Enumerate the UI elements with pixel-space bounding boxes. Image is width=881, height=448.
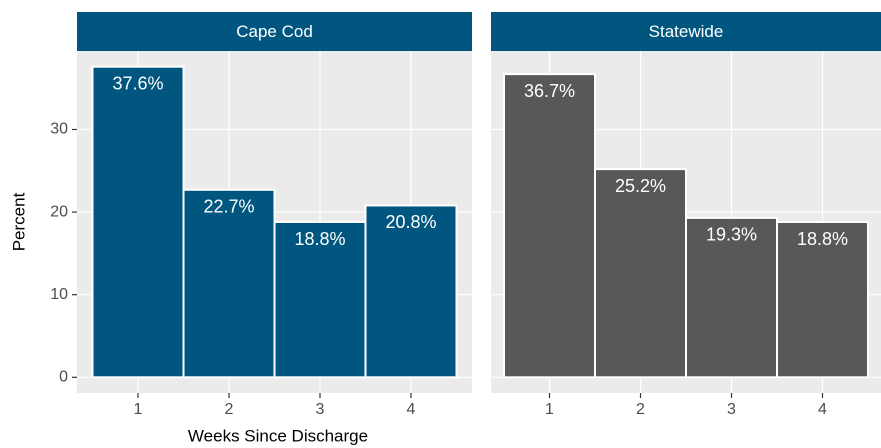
- bar: [273, 221, 367, 379]
- y-tick-label: 20: [50, 203, 68, 220]
- x-tick-label: 1: [134, 401, 143, 418]
- bar: [685, 216, 778, 379]
- x-tick-label: 1: [545, 401, 554, 418]
- value-label: 18.8%: [294, 229, 345, 249]
- x-tick-label: 3: [316, 401, 325, 418]
- x-tick-label: 2: [225, 401, 234, 418]
- value-label: 36.7%: [524, 81, 575, 101]
- value-label: 22.7%: [203, 197, 254, 217]
- bar: [364, 204, 458, 379]
- bar: [503, 73, 596, 379]
- value-label: 37.6%: [112, 73, 163, 93]
- facet-title: Statewide: [649, 22, 724, 41]
- x-axis-label: Weeks Since Discharge: [188, 426, 368, 445]
- bar: [182, 188, 276, 379]
- y-tick-label: 10: [50, 286, 68, 303]
- strip: [491, 12, 881, 51]
- facet-title: Cape Cod: [236, 22, 313, 41]
- value-label: 20.8%: [385, 212, 436, 232]
- x-tick-label: 2: [636, 401, 645, 418]
- bar: [594, 168, 687, 379]
- strip: [77, 12, 472, 51]
- bar: [776, 221, 869, 379]
- bar: [91, 65, 185, 379]
- x-tick-label: 4: [407, 401, 416, 418]
- value-label: 19.3%: [706, 225, 757, 245]
- y-tick-label: 0: [59, 369, 68, 386]
- value-label: 18.8%: [797, 229, 848, 249]
- y-axis-label: Percent: [9, 192, 28, 251]
- x-tick-label: 4: [818, 401, 827, 418]
- value-label: 25.2%: [615, 176, 666, 196]
- x-tick-label: 3: [727, 401, 736, 418]
- y-tick-label: 30: [50, 121, 68, 138]
